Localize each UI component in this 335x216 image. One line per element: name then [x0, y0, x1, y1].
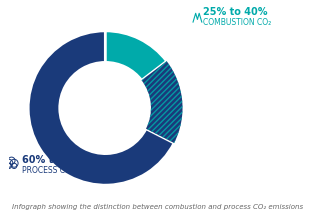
Text: 60% to 75%: 60% to 75% — [22, 155, 86, 165]
Text: 25% to 40%: 25% to 40% — [203, 6, 267, 17]
Text: PROCESS CO₂: PROCESS CO₂ — [22, 166, 74, 175]
Text: Infograph showing the distinction between combustion and process CO₂ emissions: Infograph showing the distinction betwee… — [11, 204, 303, 210]
Text: ♥: ♥ — [187, 11, 194, 17]
Wedge shape — [105, 31, 167, 80]
Wedge shape — [142, 61, 183, 143]
Wedge shape — [28, 31, 174, 185]
Text: COMBUSTION CO₂: COMBUSTION CO₂ — [203, 17, 271, 27]
